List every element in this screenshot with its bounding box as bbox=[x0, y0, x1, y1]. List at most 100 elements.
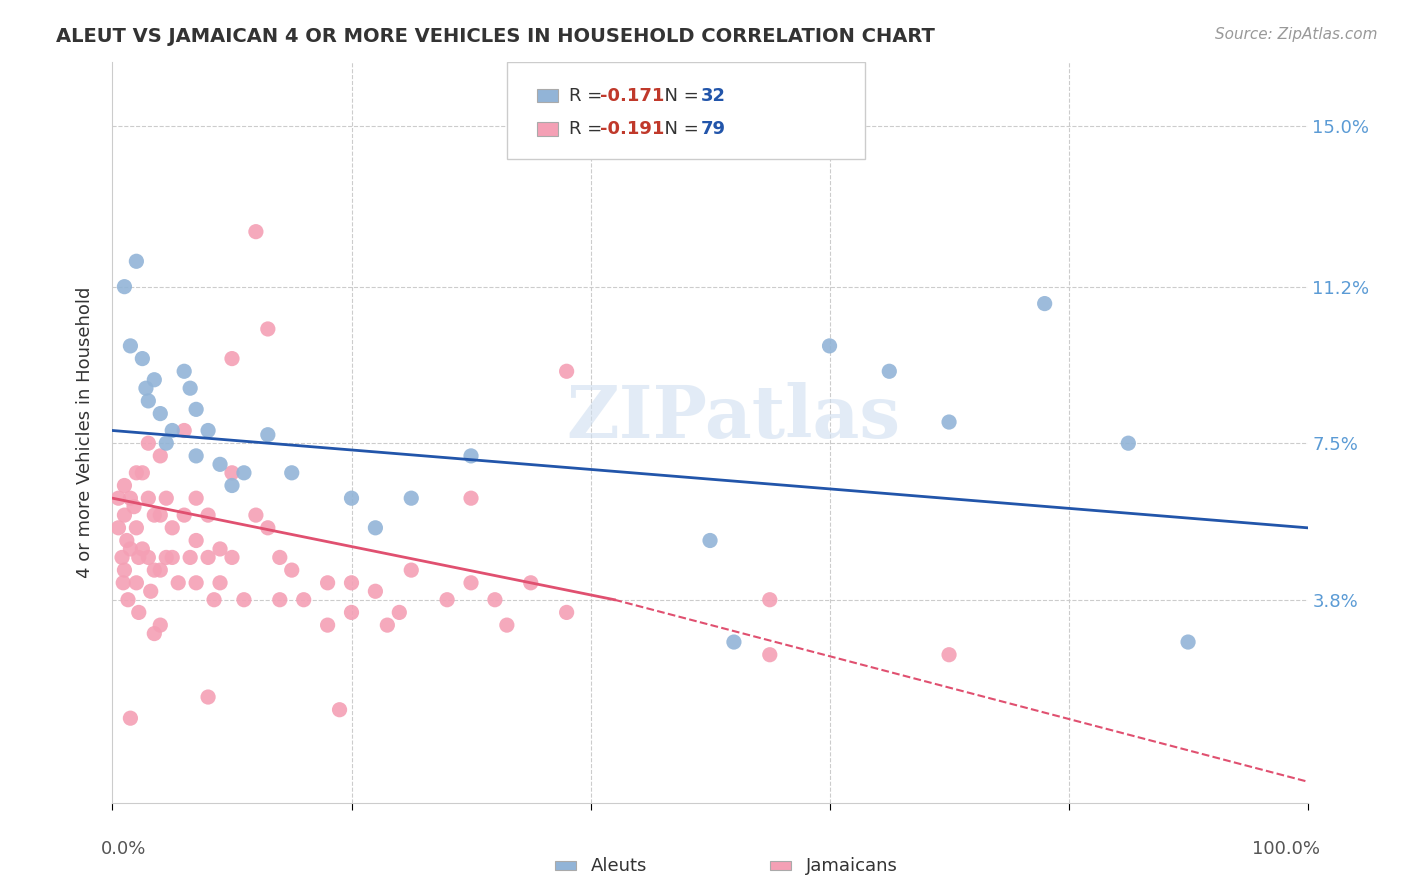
Point bbox=[125, 575, 148, 590]
Point bbox=[120, 711, 142, 725]
Point bbox=[143, 373, 166, 387]
Text: ALEUT VS JAMAICAN 4 OR MORE VEHICLES IN HOUSEHOLD CORRELATION CHART: ALEUT VS JAMAICAN 4 OR MORE VEHICLES IN … bbox=[56, 27, 935, 45]
FancyBboxPatch shape bbox=[554, 862, 576, 871]
Point bbox=[1033, 296, 1056, 310]
Point bbox=[186, 449, 208, 463]
Point bbox=[120, 541, 142, 556]
Point bbox=[120, 491, 142, 506]
Text: Jamaicans: Jamaicans bbox=[806, 856, 897, 875]
Point bbox=[202, 592, 225, 607]
Point bbox=[460, 449, 482, 463]
Point bbox=[155, 491, 177, 506]
Point bbox=[128, 606, 150, 620]
Point bbox=[388, 606, 411, 620]
Point bbox=[115, 533, 138, 548]
Point bbox=[340, 575, 363, 590]
Point bbox=[179, 550, 201, 565]
Point bbox=[401, 491, 423, 506]
Point bbox=[723, 635, 745, 649]
Point bbox=[281, 466, 304, 480]
Point bbox=[167, 575, 190, 590]
Point bbox=[143, 508, 166, 522]
Point bbox=[186, 402, 208, 417]
Point bbox=[221, 478, 243, 492]
Point bbox=[938, 415, 960, 429]
Point bbox=[555, 364, 578, 378]
Text: N =: N = bbox=[652, 87, 704, 104]
FancyBboxPatch shape bbox=[508, 62, 866, 159]
Point bbox=[186, 491, 208, 506]
Point bbox=[149, 618, 172, 632]
Point bbox=[377, 618, 399, 632]
Text: N =: N = bbox=[652, 120, 704, 138]
FancyBboxPatch shape bbox=[770, 862, 792, 871]
Point bbox=[135, 381, 157, 395]
Point bbox=[107, 521, 129, 535]
Point bbox=[138, 550, 160, 565]
Point bbox=[197, 690, 219, 704]
Point bbox=[281, 563, 304, 577]
Point bbox=[340, 491, 363, 506]
Point bbox=[149, 508, 172, 522]
Text: R =: R = bbox=[569, 87, 607, 104]
Point bbox=[197, 424, 219, 438]
Point bbox=[155, 550, 177, 565]
Point bbox=[269, 550, 291, 565]
Point bbox=[257, 521, 280, 535]
Text: 79: 79 bbox=[700, 120, 725, 138]
Point bbox=[484, 592, 506, 607]
Point bbox=[209, 575, 232, 590]
Point bbox=[138, 436, 160, 450]
Point bbox=[759, 592, 782, 607]
Point bbox=[197, 508, 219, 522]
Point bbox=[221, 550, 243, 565]
Point bbox=[114, 563, 135, 577]
Point bbox=[759, 648, 782, 662]
Y-axis label: 4 or more Vehicles in Household: 4 or more Vehicles in Household bbox=[76, 287, 94, 578]
Point bbox=[138, 393, 160, 408]
Point bbox=[496, 618, 519, 632]
Text: -0.171: -0.171 bbox=[600, 87, 665, 104]
Point bbox=[128, 550, 150, 565]
Point bbox=[233, 592, 256, 607]
Point bbox=[340, 606, 363, 620]
Point bbox=[520, 575, 543, 590]
Text: 0.0%: 0.0% bbox=[101, 840, 146, 858]
Point bbox=[139, 584, 162, 599]
Point bbox=[138, 491, 160, 506]
Text: Source: ZipAtlas.com: Source: ZipAtlas.com bbox=[1215, 27, 1378, 42]
Text: 100.0%: 100.0% bbox=[1251, 840, 1320, 858]
Point bbox=[699, 533, 721, 548]
Point bbox=[120, 339, 142, 353]
Point bbox=[131, 466, 153, 480]
Point bbox=[245, 225, 267, 239]
Point bbox=[257, 427, 280, 442]
Point bbox=[143, 563, 166, 577]
Point bbox=[186, 575, 208, 590]
Point bbox=[114, 478, 135, 492]
Point bbox=[179, 381, 201, 395]
Point bbox=[269, 592, 291, 607]
Point bbox=[122, 500, 145, 514]
Point bbox=[149, 407, 172, 421]
Point bbox=[233, 466, 256, 480]
Point bbox=[209, 458, 232, 472]
Point bbox=[221, 466, 243, 480]
Point bbox=[173, 424, 195, 438]
Text: Aleuts: Aleuts bbox=[591, 856, 647, 875]
Point bbox=[117, 592, 139, 607]
Point bbox=[162, 424, 183, 438]
FancyBboxPatch shape bbox=[537, 122, 558, 136]
Text: R =: R = bbox=[569, 120, 607, 138]
Point bbox=[316, 575, 339, 590]
Text: ZIPatlas: ZIPatlas bbox=[567, 383, 901, 453]
Point bbox=[131, 351, 153, 366]
Point bbox=[155, 436, 177, 450]
Point bbox=[364, 584, 387, 599]
Text: -0.191: -0.191 bbox=[600, 120, 665, 138]
Point bbox=[114, 508, 135, 522]
Point bbox=[197, 550, 219, 565]
Point bbox=[879, 364, 901, 378]
Point bbox=[162, 521, 183, 535]
Point bbox=[316, 618, 339, 632]
